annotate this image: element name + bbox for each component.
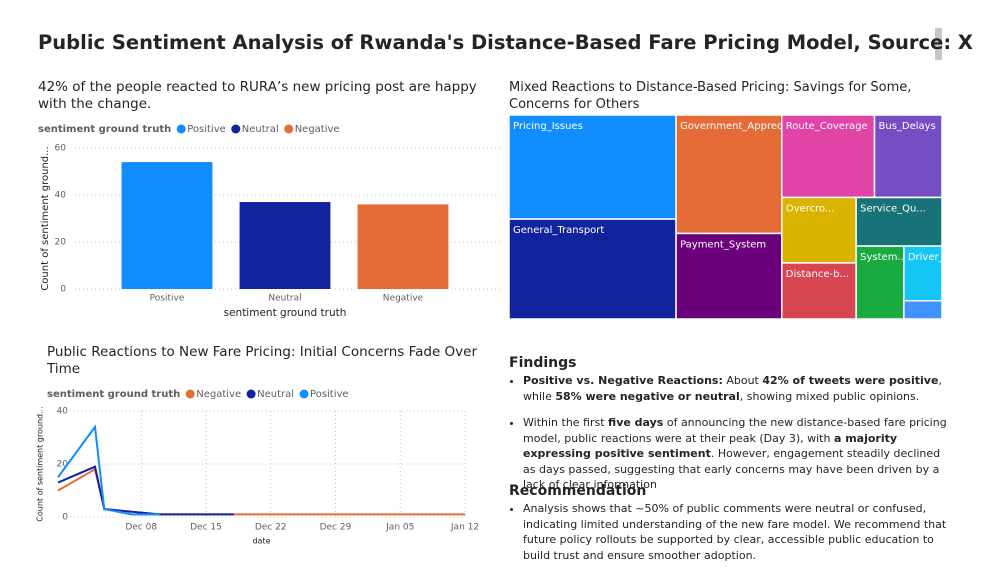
legend-marker (185, 389, 195, 399)
treemap-cell (873, 114, 943, 199)
treemap-label: Overcro... (786, 203, 835, 214)
treemap-label: General_Transport (513, 225, 604, 236)
treemap-label: Government_Appreciation (680, 121, 811, 132)
treemap-label: Driver_I... (908, 252, 956, 263)
line-series (57, 467, 465, 516)
legend-marker (284, 124, 294, 134)
legend-marker (299, 389, 309, 399)
text: , while (523, 374, 942, 403)
recommendation-heading: Recommendation (509, 483, 647, 499)
text: . However, engagement steadily declined … (523, 447, 941, 491)
treemap-cell (855, 245, 905, 320)
bold-text: Positive vs. Negative Reactions: (523, 374, 723, 387)
treemap-cell (903, 300, 943, 320)
y-tick-label: 0 (60, 285, 66, 295)
treemap-title: Mixed Reactions to Distance-Based Pricin… (509, 80, 912, 112)
legend-marker (246, 389, 256, 399)
x-tick-label: Jan 12 (450, 523, 479, 533)
treemap-label: Route_Coverage (786, 121, 868, 132)
findings: Findings Positive vs. Negative Reactions:… (509, 355, 954, 504)
text: of announcing the new distance-based far… (523, 416, 947, 445)
treemap-cell (508, 218, 677, 320)
x-tick-label: Dec 29 (320, 523, 352, 533)
legend-label: Negative (295, 124, 340, 135)
x-tick-label: Positive (150, 294, 185, 304)
x-tick-label: Jan 05 (385, 523, 414, 533)
y-axis-label: Count of sentiment ground... (36, 406, 45, 521)
x-axis-label: sentiment ground truth (224, 307, 347, 319)
treemap-label: Payment_System (680, 239, 766, 250)
line-series (57, 465, 234, 516)
bar (239, 202, 331, 289)
x-tick-label: Negative (383, 294, 424, 304)
treemap-cell (781, 114, 876, 199)
treemap-label: System... (860, 252, 907, 263)
legend-label: Positive (310, 389, 349, 400)
x-tick-label: Neutral (268, 294, 301, 304)
treemap-cell (781, 196, 857, 264)
text: , showing mixed public opinions. (739, 389, 920, 403)
findings-heading: Findings (509, 355, 577, 371)
line-chart-title: Public Reactions to New Fare Pricing: In… (47, 344, 478, 377)
bold-text: five days (608, 416, 664, 429)
bullet: Positive vs. Negative Reactions: About 4… (523, 373, 954, 404)
legend-marker (231, 124, 241, 134)
bullet: Within the first five days of announcing… (523, 415, 954, 493)
x-tick-label: Dec 08 (125, 523, 157, 533)
treemap-label: Bus_Delays (879, 121, 936, 132)
bar-chart-title: 42% of the people reacted to RURA’s new … (38, 79, 477, 112)
bar (357, 204, 449, 289)
y-tick-label: 0 (62, 513, 68, 523)
y-tick-label: 40 (55, 191, 67, 201)
y-tick-label: 20 (55, 238, 67, 248)
legend-label: Neutral (242, 124, 279, 135)
text: Analysis shows that ~50% of public comme… (523, 502, 947, 562)
x-tick-label: Dec 22 (255, 523, 287, 533)
x-axis-label: date (252, 537, 270, 546)
y-tick-label: 60 (55, 144, 67, 154)
text: About (722, 374, 763, 387)
bold-text: 42% of tweets were positive (762, 374, 939, 387)
page-title: Public Sentiment Analysis of Rwanda's Di… (38, 31, 973, 54)
bold-text: a majority expressing positive sentiment (523, 431, 898, 461)
y-axis-label: Count of sentiment ground... (40, 146, 51, 290)
treemap-label: Distance-b... (786, 269, 849, 280)
treemap-cell (675, 114, 783, 235)
bullet: Analysis shows that ~50% of public comme… (523, 501, 954, 563)
x-tick-label: Dec 15 (190, 523, 222, 533)
legend-title: sentiment ground truth (47, 389, 180, 400)
treemap-cell (855, 196, 943, 247)
treemap-label: Service_Qu... (860, 203, 926, 214)
legend-label: Negative (196, 389, 241, 400)
legend-label: Neutral (257, 389, 294, 400)
text: Within the first (523, 416, 609, 429)
line-series (57, 424, 160, 516)
treemap-label: Pricing_Issues (513, 121, 583, 132)
scroll-indicator (935, 28, 942, 60)
bar (121, 162, 213, 289)
legend-label: Positive (187, 124, 226, 135)
treemap-cell (903, 245, 943, 302)
recommendation-list: Analysis shows that ~50% of public comme… (509, 501, 954, 563)
legend-marker (176, 124, 186, 134)
findings-list: Positive vs. Negative Reactions: About 4… (509, 373, 954, 493)
bold-text: 58% were negative or neutral (555, 389, 740, 403)
legend-title: sentiment ground truth (38, 124, 171, 135)
treemap-cell (508, 114, 677, 220)
recommendation: Recommendation Analysis shows that ~50% o… (509, 483, 954, 571)
